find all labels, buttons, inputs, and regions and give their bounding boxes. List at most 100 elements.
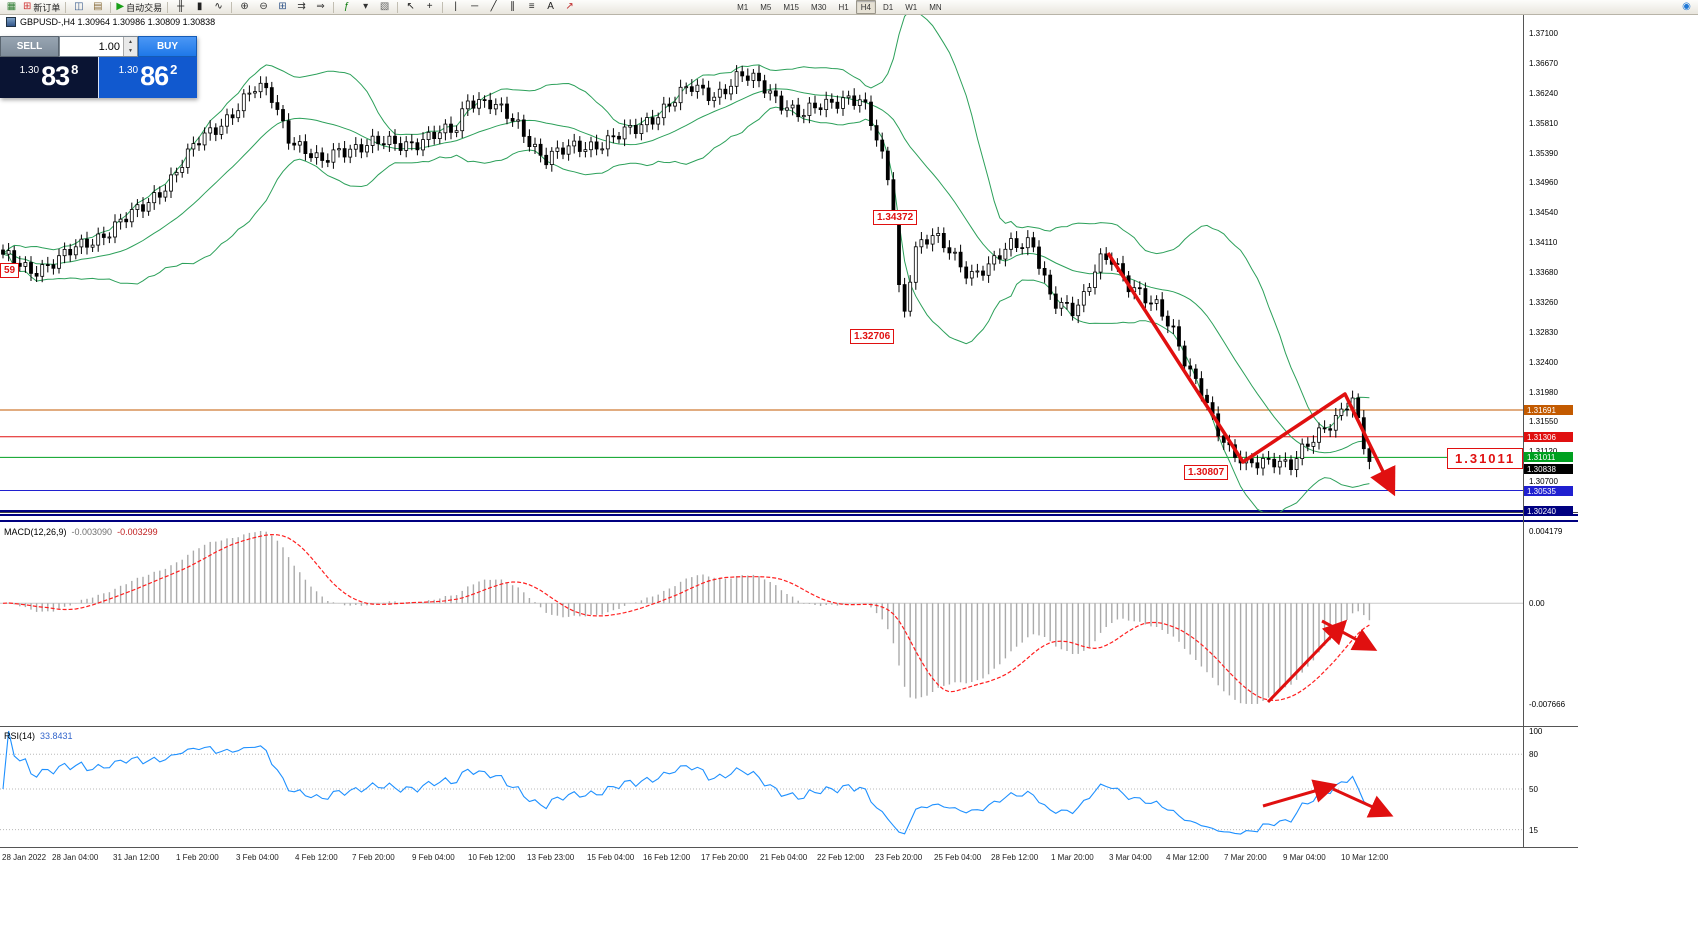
text-label-icon-glyph: A xyxy=(547,1,554,12)
timeframe-button-mn[interactable]: MN xyxy=(929,2,942,12)
bollinger-middle-band xyxy=(2,88,1370,454)
rsi-panel-canvas[interactable] xyxy=(0,728,1523,847)
toolbar: ▦ ⊞ 新订单 ◫ ▤ ▶ 自动交易 ╫ ▮ ∿ ⊕ ⊖ ⊞ ⇉ ⇒ ƒ ▾ ▧ ↖ + | ─ ╱ ∥ ≡ A ↗ M1 M5 M15 M… xyxy=(0,0,1698,15)
horizontal-line-icon[interactable]: ─ xyxy=(466,1,483,14)
price-callout[interactable]: 1.30807 xyxy=(1184,465,1229,480)
chart-shift-icon-glyph: ⇒ xyxy=(316,1,325,12)
cursor-icon[interactable]: ↖ xyxy=(402,1,419,14)
new-order-button-glyph: ⊞ xyxy=(23,1,32,12)
profiles-icon[interactable]: ▤ xyxy=(89,1,106,14)
timeframe-button-h1[interactable]: H1 xyxy=(838,2,849,12)
candles-layer xyxy=(1,65,1372,478)
toolbar-separator xyxy=(65,1,67,13)
main-trend-arrow[interactable] xyxy=(1106,252,1396,497)
time-axis[interactable]: 28 Jan 2022 28 Jan 04:00 31 Jan 12:00 1 Feb… xyxy=(0,848,1578,866)
buy-price-sup: 2 xyxy=(170,62,178,77)
tile-windows-icon[interactable]: ⊞ xyxy=(274,1,291,14)
auto-scroll-icon[interactable]: ⇉ xyxy=(293,1,310,14)
sell-button[interactable]: SELL xyxy=(0,36,59,57)
trendline-icon[interactable]: ╱ xyxy=(485,1,502,14)
timeframe-button-w1[interactable]: W1 xyxy=(905,2,918,12)
price-callout[interactable]: 59 xyxy=(0,263,20,278)
buy-price-big: 86 xyxy=(140,61,169,91)
text-label-icon[interactable]: A xyxy=(542,1,559,14)
zoom-in-icon[interactable]: ⊕ xyxy=(236,1,253,14)
lot-size-field[interactable] xyxy=(59,36,138,57)
timeframe-button-m30[interactable]: M30 xyxy=(810,2,827,12)
indicators-icon[interactable]: ƒ xyxy=(338,1,355,14)
sell-price-button[interactable]: 1.30 83 8 xyxy=(0,57,98,98)
chart-shift-icon[interactable]: ⇒ xyxy=(312,1,329,14)
bar-chart-mode-icon[interactable]: ╫ xyxy=(172,1,189,14)
macd-indicator-label: MACD(12,26,9) -0.003090 -0.003299 xyxy=(4,527,158,537)
toolbar-separator xyxy=(333,1,335,13)
panel-separator-line[interactable] xyxy=(0,520,1578,522)
y-axis-tick: 1.31550 xyxy=(1529,417,1558,426)
timeframe-button-m15[interactable]: M15 xyxy=(783,2,799,12)
line-chart-mode-icon-glyph: ∿ xyxy=(214,1,223,12)
price-callout[interactable]: 1.34372 xyxy=(873,210,918,225)
y-axis-tick: 1.32830 xyxy=(1529,328,1558,337)
timeframe-button-m1[interactable]: M1 xyxy=(737,2,749,12)
time-axis-label: 9 Mar 04:00 xyxy=(1283,853,1326,862)
time-axis-label: 25 Feb 04:00 xyxy=(934,853,982,862)
zoom-out-icon-glyph: ⊖ xyxy=(259,1,268,12)
timeframe-button-d1[interactable]: D1 xyxy=(882,2,894,12)
crosshair-icon[interactable]: + xyxy=(421,1,438,14)
charts-grid-icon[interactable]: ◫ xyxy=(70,1,87,14)
toolbar-separator xyxy=(231,1,233,13)
buy-button[interactable]: BUY xyxy=(138,36,197,57)
rsi-value: 33.8431 xyxy=(40,731,73,741)
indicator-list-icon[interactable]: ▾ xyxy=(357,1,374,14)
main-chart-canvas[interactable] xyxy=(0,14,1523,512)
templates-icon[interactable]: ▧ xyxy=(376,1,393,14)
rsi-up-arrow[interactable] xyxy=(1262,779,1338,808)
chart-bottom-border xyxy=(0,512,1578,513)
macd-panel-canvas[interactable] xyxy=(0,524,1523,726)
time-axis-label: 7 Feb 20:00 xyxy=(352,853,395,862)
equidistant-channel-icon[interactable]: ∥ xyxy=(504,1,521,14)
arrows-tool-icon[interactable]: ↗ xyxy=(561,1,578,14)
time-axis-label: 28 Feb 12:00 xyxy=(991,853,1039,862)
macd-down-arrow[interactable] xyxy=(1321,619,1378,651)
timeframe-button-m5[interactable]: M5 xyxy=(760,2,772,12)
time-axis-label: 4 Feb 12:00 xyxy=(295,853,338,862)
macd-axis: 0.004179 0.00 -0.007666 xyxy=(1523,0,1578,936)
time-axis-label: 22 Feb 12:00 xyxy=(817,853,865,862)
zoom-out-icon[interactable]: ⊖ xyxy=(255,1,272,14)
macd-axis-label: 0.00 xyxy=(1529,599,1545,608)
y-axis-tick: 1.35390 xyxy=(1529,149,1558,158)
y-axis-tick: 1.31980 xyxy=(1529,388,1558,397)
fibonacci-icon[interactable]: ≡ xyxy=(523,1,540,14)
vertical-line-icon[interactable]: | xyxy=(447,1,464,14)
autotrading-button[interactable]: ▶ 自动交易 xyxy=(115,1,163,14)
price-callout[interactable]: 1.32706 xyxy=(850,329,895,344)
macd-up-arrow[interactable] xyxy=(1266,619,1348,704)
axis-price-badge: 1.31011 xyxy=(1524,452,1573,462)
lot-decrease-button[interactable] xyxy=(124,46,137,56)
rsi-bottom-border xyxy=(0,847,1578,848)
lot-size-input[interactable] xyxy=(60,37,123,56)
line-chart-mode-icon[interactable]: ∿ xyxy=(210,1,227,14)
new-order-button[interactable]: ⊞ 新订单 xyxy=(22,1,61,14)
rsi-down-arrow[interactable] xyxy=(1332,787,1394,818)
help-icon[interactable]: ◉ xyxy=(1678,1,1695,14)
new-order-button-label: 新订单 xyxy=(33,2,61,13)
buy-price-button[interactable]: 1.30 86 2 xyxy=(98,57,197,98)
new-chart-icon[interactable]: ▦ xyxy=(3,1,20,14)
lot-increase-button[interactable] xyxy=(124,37,137,47)
fibonacci-icon-glyph: ≡ xyxy=(528,1,535,12)
timeframe-button-h4[interactable]: H4 xyxy=(855,0,876,14)
time-axis-label: 16 Feb 12:00 xyxy=(643,853,691,862)
y-axis-tick: 1.37100 xyxy=(1529,29,1558,38)
price-callout[interactable]: 1.31011 xyxy=(1447,448,1524,469)
candlestick-mode-icon[interactable]: ▮ xyxy=(191,1,208,14)
axis-price-badge: 1.30535 xyxy=(1524,486,1573,496)
time-axis-label: 1 Mar 20:00 xyxy=(1051,853,1094,862)
y-axis-tick: 1.34110 xyxy=(1529,238,1558,247)
axis-price-badge: 1.31306 xyxy=(1524,432,1573,442)
macd-name: MACD(12,26,9) xyxy=(4,527,67,537)
price-axis[interactable]: 1.37100 1.36670 1.36240 1.35810 1.35390 1.349… xyxy=(1523,0,1578,936)
rsi-axis-label: 15 xyxy=(1529,826,1538,835)
panel-separator-line[interactable] xyxy=(0,514,1578,516)
